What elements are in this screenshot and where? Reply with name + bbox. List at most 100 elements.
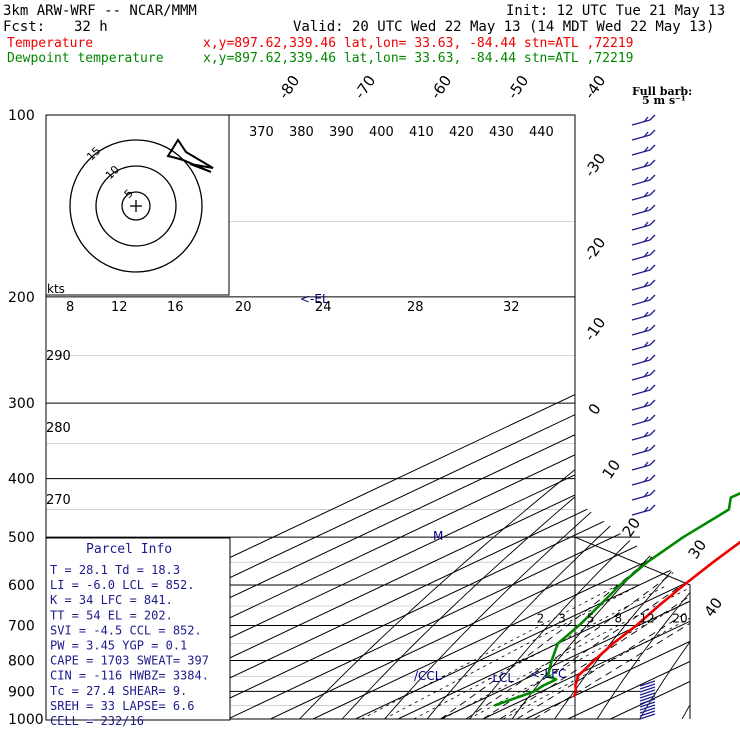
isotherm (185, 115, 690, 719)
wind-barb (631, 489, 656, 501)
isotherm-label: 0 (585, 400, 605, 418)
wind-barb (631, 354, 656, 366)
isotherm (312, 115, 690, 719)
lfc-marker: <-LFC (530, 667, 566, 681)
parcel-panel-box (45, 537, 231, 721)
wind-barb (631, 159, 656, 171)
chart-series (494, 492, 740, 707)
hodograph-ring (121, 191, 151, 221)
theta-label: 420 (449, 125, 474, 140)
isotherm-label: -50 (504, 72, 533, 102)
parcel-info-row: CELL = 232/16 (50, 714, 144, 728)
pressure-label-1000: 1000 (8, 712, 44, 728)
wind-barb (631, 219, 656, 231)
parcel-info-row: Tc = 27.4 SHEAR= 9. (50, 684, 187, 698)
wind-barb (631, 234, 656, 246)
mixing-ratio-line (442, 584, 690, 719)
fcst-label: Fcst: (3, 19, 45, 35)
wind-barb-low (639, 713, 656, 720)
wind-barb-low (639, 689, 656, 696)
pressure-label-200: 200 (8, 290, 35, 306)
wind-barb (631, 414, 656, 426)
wind-barb (631, 189, 656, 201)
wind-barb (631, 444, 656, 456)
dry-adiabat (725, 115, 740, 719)
mixing-ratio-label: 5 (587, 611, 595, 625)
wind-barb (631, 339, 656, 351)
init-time: Init: 12 UTC Tue 21 May 13 (506, 3, 725, 19)
moist-adiabat (533, 296, 690, 719)
hodograph-ring (95, 165, 177, 247)
pressure-label-400: 400 (8, 472, 35, 488)
wind-barb-low (639, 686, 656, 693)
chart-header: 3km ARW-WRF -- NCAR/MMM Init: 12 UTC Tue … (3, 3, 725, 66)
dewpoint-legend: Dewpoint temperature (7, 51, 164, 66)
wind-barb (631, 324, 656, 336)
parcel-info-row: CIN = -116 HWBZ= 3384. (50, 669, 209, 683)
wind-barb (631, 309, 656, 321)
theta-label: 380 (289, 125, 314, 140)
wind-barb (631, 504, 656, 516)
dry-adiabat (469, 115, 690, 719)
dry-adiabat (341, 115, 690, 719)
dry-adiabat (384, 115, 690, 719)
hodograph-ring (69, 139, 203, 273)
wind-barb (631, 279, 656, 291)
hodograph-scale-label: 28 (407, 300, 424, 315)
isotherm-label: -60 (427, 72, 456, 102)
wind-barb (631, 459, 656, 471)
dewpoint-location: x,y=897.62,339.46 lat,lon= 33.63, -84.44… (203, 51, 633, 66)
dry-adiabat (681, 115, 690, 719)
pressure-label-900: 900 (8, 684, 35, 700)
theta-label: 390 (329, 125, 354, 140)
m-marker: M (433, 529, 443, 543)
theta-label: 410 (409, 125, 434, 140)
isotherm (142, 115, 690, 719)
theta-label: 370 (249, 125, 274, 140)
fcst-value: 32 h (74, 19, 108, 35)
hodograph-trace (166, 138, 214, 173)
isotherm-label: 40 (701, 594, 727, 620)
wind-barb (631, 129, 656, 141)
theta-label-low: 280 (46, 421, 71, 436)
theta-label-low: 270 (46, 493, 71, 508)
isotherm-label: -10 (581, 314, 610, 344)
mixing-ratio-line (468, 584, 690, 719)
wind-barb (631, 174, 656, 186)
mixing-ratio-label: 20 (672, 611, 687, 625)
el-marker: <-EL (300, 292, 329, 306)
parcel-info-row: LI = -6.0 LCL = 852. (50, 578, 195, 592)
hodograph-box (45, 114, 230, 296)
wind-barb-low (639, 704, 656, 711)
theta-label: 440 (529, 125, 554, 140)
isotherm-label: 10 (599, 456, 625, 482)
parcel-info-title: Parcel Info (86, 542, 172, 557)
mixing-ratio-label: 2 (537, 611, 545, 625)
wind-barb (631, 249, 656, 261)
wind-barb (631, 474, 656, 486)
isotherm-label: -30 (581, 150, 610, 180)
lcl-marker: -LCL (488, 671, 514, 685)
theta-label: 400 (369, 125, 394, 140)
wind-barb (631, 204, 656, 216)
pressure-label-600: 600 (8, 578, 35, 594)
isotherm (355, 115, 690, 719)
temperature-legend: Temperature (7, 36, 93, 51)
dry-adiabat (299, 115, 690, 719)
hodograph-scale-label: 24 (315, 300, 332, 315)
theta-label: 430 (489, 125, 514, 140)
wind-barb-low (639, 695, 656, 702)
isotherm (270, 115, 690, 719)
pressure-label-500: 500 (8, 530, 35, 546)
wind-barb (631, 294, 656, 306)
parcel-info-row: PW = 3.45 YGP = 0.1 (50, 639, 187, 653)
pressure-label-300: 300 (8, 396, 35, 412)
parcel-info-row: SVI = -4.5 CCL = 852. (50, 623, 202, 637)
moist-adiabat (440, 296, 690, 719)
isotherm (482, 115, 690, 719)
ccl-marker: /CCL- (414, 669, 446, 683)
moist-adiabat (465, 296, 690, 719)
parcel-info-row: TT = 54 EL = 202. (50, 608, 173, 622)
parcel-info-row: CAPE = 1703 SWEAT= 397 (50, 654, 209, 668)
